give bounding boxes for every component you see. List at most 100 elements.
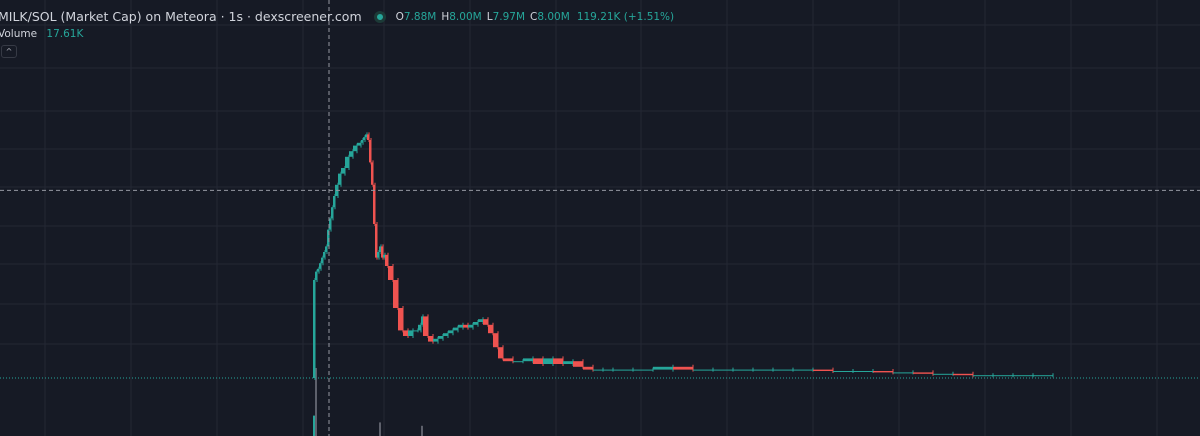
candle-body — [418, 324, 421, 331]
candle-body — [365, 134, 367, 138]
candle-body — [473, 322, 478, 325]
candle-body — [543, 358, 553, 364]
candle-body — [393, 280, 398, 308]
candle-body — [329, 218, 331, 230]
candle-body — [503, 358, 513, 362]
candle-body — [1013, 375, 1033, 377]
candle-body — [381, 246, 383, 258]
ohlc-values: O 7.88M H 8.00M L 7.97M C 8.00M 119.21K (+1.… — [396, 11, 675, 23]
candle-body — [331, 207, 333, 219]
close-value: 8.00M — [537, 10, 570, 23]
candle-body — [468, 324, 473, 328]
candles — [313, 132, 1054, 380]
candle-body — [913, 372, 933, 374]
candle-body — [1033, 375, 1053, 377]
candle-body — [603, 369, 613, 371]
candle-body — [458, 324, 463, 328]
candle-body — [371, 162, 373, 185]
candle-body — [319, 263, 321, 269]
candle-body — [403, 330, 408, 336]
candle-body — [493, 333, 498, 348]
candle-body — [733, 369, 753, 371]
candle-body — [333, 196, 335, 208]
candle-body — [593, 369, 603, 371]
candle-body — [483, 319, 488, 325]
volume-bar — [315, 368, 317, 436]
candle-body — [553, 358, 563, 364]
candle-body — [341, 168, 345, 174]
candle-body — [315, 271, 317, 280]
candle-body — [408, 330, 413, 336]
candle-body — [523, 358, 533, 362]
open-value: 7.88M — [403, 10, 437, 23]
candle-body — [325, 246, 327, 252]
collapse-legend-button[interactable]: ^ — [1, 45, 17, 58]
candle-body — [375, 224, 377, 258]
candle-body — [323, 252, 325, 258]
candle-body — [338, 173, 341, 185]
candle-body — [327, 229, 329, 247]
candle-body — [363, 137, 365, 140]
candle-body — [345, 156, 349, 168]
volume-bar — [313, 415, 315, 436]
open-label: O — [395, 10, 404, 23]
change-value: 119.21K (+1.51%) — [576, 10, 675, 23]
candle-body — [369, 140, 371, 163]
market-status-icon[interactable] — [373, 10, 386, 23]
candle-body — [613, 369, 633, 371]
low-label: L — [486, 10, 493, 23]
candle-body — [478, 319, 483, 322]
volume-bars — [313, 368, 423, 436]
volume-bar — [379, 422, 381, 436]
candle-body — [853, 371, 873, 372]
candle-body — [463, 324, 468, 328]
candle-body — [933, 373, 953, 375]
candle-body — [443, 333, 448, 336]
low-value: 7.97M — [492, 10, 526, 23]
candle-body — [413, 330, 418, 332]
candle-body — [377, 252, 379, 258]
chevron-up-icon: ^ — [5, 47, 13, 56]
candle-body — [373, 184, 375, 224]
candle-body — [813, 369, 833, 371]
candle-body — [357, 142, 361, 146]
high-value: 8.00M — [449, 10, 482, 23]
volume-value: 17.61K — [46, 28, 84, 40]
candle-body — [563, 361, 573, 364]
candle-body — [313, 280, 315, 378]
candle-body — [438, 336, 443, 339]
candle-body — [488, 324, 493, 334]
candle-body — [385, 254, 388, 266]
candle-body — [873, 371, 893, 373]
candle-body — [317, 268, 319, 272]
candle-body — [633, 369, 653, 371]
candle-body — [421, 316, 423, 325]
candle-body — [793, 369, 813, 371]
volume-bar — [421, 425, 423, 436]
volume-legend: Volume 17.61K — [0, 28, 83, 40]
candle-body — [753, 369, 773, 371]
candle-body — [773, 369, 793, 371]
candle-body — [383, 254, 385, 258]
candle-body — [388, 266, 393, 280]
candle-body — [533, 358, 543, 364]
candle-body — [453, 327, 458, 331]
candle-body — [398, 308, 403, 331]
candle-body — [713, 369, 733, 371]
candle-body — [433, 338, 438, 342]
candle-body — [673, 366, 693, 370]
candle-body — [349, 151, 353, 157]
candle-body — [893, 372, 913, 374]
symbol-title[interactable]: MILK/SOL (Market Cap) on Meteora · 1s · … — [0, 9, 362, 24]
candle-body — [573, 361, 583, 367]
volume-label[interactable]: Volume — [0, 28, 38, 40]
candle-body — [428, 336, 433, 342]
candle-body — [833, 371, 853, 372]
candle-body — [321, 257, 323, 264]
candle-body — [973, 375, 993, 377]
candle-body — [448, 330, 453, 334]
